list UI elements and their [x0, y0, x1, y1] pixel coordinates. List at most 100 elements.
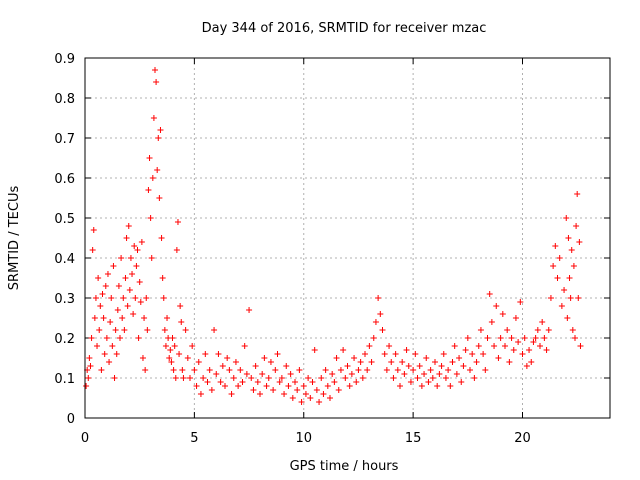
data-point: [168, 359, 175, 365]
data-point: [278, 375, 285, 381]
data-point: [337, 367, 344, 373]
data-point: [119, 315, 126, 321]
data-point: [355, 367, 362, 373]
x-tick-label: 20: [514, 431, 531, 446]
data-point: [388, 359, 395, 365]
data-point: [148, 255, 155, 261]
data-point: [462, 347, 469, 353]
data-point: [127, 255, 134, 261]
data-point: [193, 383, 200, 389]
data-point: [480, 351, 487, 357]
data-point: [467, 367, 473, 373]
data-point: [171, 343, 178, 349]
data-point: [108, 295, 115, 301]
data-point: [449, 359, 456, 365]
data-point: [142, 367, 149, 373]
data-point: [152, 67, 158, 73]
data-point: [407, 379, 414, 385]
data-point: [160, 295, 167, 301]
data-point: [333, 355, 340, 361]
y-axis-label: SRMTID / TECUs: [7, 186, 22, 291]
y-tick-label: 0.3: [54, 292, 75, 307]
y-tick-label: 0.7: [54, 132, 75, 147]
data-point: [541, 335, 548, 341]
data-point: [427, 367, 434, 373]
data-point: [150, 115, 157, 121]
data-point: [447, 383, 454, 389]
data-point: [226, 367, 233, 373]
y-tick-label: 0.1: [54, 372, 75, 387]
data-point: [381, 351, 388, 357]
data-point: [471, 375, 478, 381]
data-point: [159, 275, 166, 281]
data-point: [164, 315, 171, 321]
data-point: [508, 335, 515, 341]
data-point: [126, 287, 133, 293]
data-point: [117, 335, 123, 341]
data-point: [464, 335, 471, 341]
y-tick-label: 0.5: [54, 212, 75, 227]
data-point: [493, 303, 500, 309]
data-point: [230, 375, 237, 381]
data-point: [184, 355, 191, 361]
data-point: [270, 387, 277, 393]
data-point: [219, 363, 226, 369]
data-point: [434, 383, 441, 389]
data-point: [526, 347, 533, 353]
data-point: [122, 275, 129, 281]
data-point: [145, 187, 152, 193]
data-point: [208, 387, 215, 393]
data-point: [399, 359, 406, 365]
data-point: [519, 351, 526, 357]
data-point: [182, 327, 189, 333]
data-point: [329, 371, 336, 377]
data-point: [272, 367, 279, 373]
data-point: [515, 339, 522, 345]
data-point: [274, 351, 281, 357]
data-point: [573, 223, 580, 229]
data-point: [565, 235, 572, 241]
data-point: [172, 375, 179, 381]
data-point: [488, 319, 495, 325]
data-point: [572, 335, 578, 341]
data-point: [169, 335, 176, 341]
chart-title: Day 344 of 2016, SRMTID for receiver mza…: [202, 21, 487, 36]
data-point: [453, 371, 460, 377]
data-point: [232, 359, 239, 365]
data-point: [517, 299, 524, 305]
data-point: [133, 263, 140, 269]
data-point: [486, 291, 493, 297]
data-point: [390, 375, 397, 381]
data-point: [156, 195, 163, 201]
data-point: [86, 355, 93, 361]
data-point: [115, 283, 122, 289]
data-point: [512, 315, 519, 321]
data-point: [335, 387, 342, 393]
data-point: [460, 363, 467, 369]
data-point: [403, 347, 410, 353]
data-point: [537, 343, 543, 349]
data-point: [136, 279, 143, 285]
data-point: [298, 399, 305, 405]
data-point: [215, 351, 222, 357]
data-point: [302, 391, 309, 397]
data-point: [506, 359, 513, 365]
data-point: [162, 343, 169, 349]
data-point: [379, 327, 386, 333]
data-point: [534, 327, 541, 333]
data-point: [294, 387, 301, 393]
data-point: [348, 371, 355, 377]
data-point: [575, 295, 582, 301]
data-point: [327, 395, 333, 401]
data-point: [254, 379, 261, 385]
data-point: [550, 263, 557, 269]
data-point: [364, 367, 371, 373]
data-points: [83, 67, 584, 405]
data-point: [118, 255, 125, 261]
data-point: [92, 295, 99, 301]
data-point: [158, 235, 165, 241]
data-point: [346, 383, 353, 389]
data-point: [144, 327, 151, 333]
data-point: [383, 367, 390, 373]
data-point: [177, 303, 184, 309]
